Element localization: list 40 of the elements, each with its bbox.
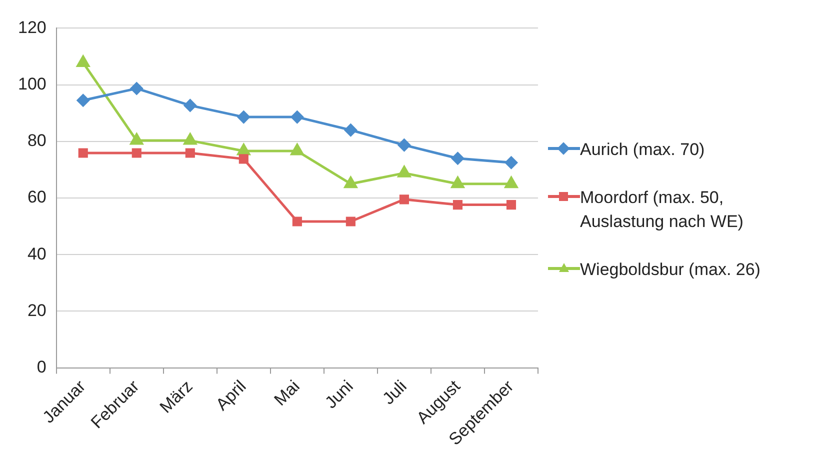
point: [398, 138, 410, 152]
point: [398, 166, 411, 178]
legend-label: Moordorf (max. 50, Auslastung nach WE): [580, 187, 744, 233]
point: [452, 200, 463, 210]
point: [451, 176, 464, 188]
point: [506, 200, 516, 210]
point: [78, 148, 88, 158]
y-tick-label: 40: [27, 244, 46, 264]
y-tick-label: 120: [18, 18, 46, 37]
point: [76, 94, 90, 107]
point: [344, 124, 357, 136]
point: [504, 156, 518, 169]
point: [290, 144, 304, 156]
x-tick-label: Juli: [378, 376, 410, 408]
y-tick-label: 20: [27, 300, 46, 320]
point: [132, 148, 142, 158]
point: [292, 216, 302, 226]
point: [130, 82, 143, 95]
legend-label: Wiegboldsbur (max. 26): [580, 259, 760, 281]
x-tick-label: Mai: [270, 376, 304, 410]
point: [237, 144, 250, 156]
point: [130, 133, 144, 145]
point: [185, 148, 195, 158]
point: [346, 216, 356, 226]
point: [184, 133, 197, 145]
point: [451, 152, 464, 165]
y-tick-label: 60: [27, 188, 46, 207]
y-tick-label: 80: [27, 131, 46, 150]
point: [290, 110, 304, 124]
point: [184, 99, 196, 112]
y-tick-label: 100: [18, 74, 46, 94]
point: [237, 110, 250, 124]
x-tick-label: Juni: [321, 376, 357, 412]
legend-label: Aurich (max. 70): [580, 139, 705, 161]
point: [76, 55, 90, 67]
y-tick-label: 0: [36, 357, 46, 376]
point: [504, 176, 518, 188]
point: [238, 154, 248, 164]
point: [344, 176, 358, 188]
point: [399, 194, 409, 204]
